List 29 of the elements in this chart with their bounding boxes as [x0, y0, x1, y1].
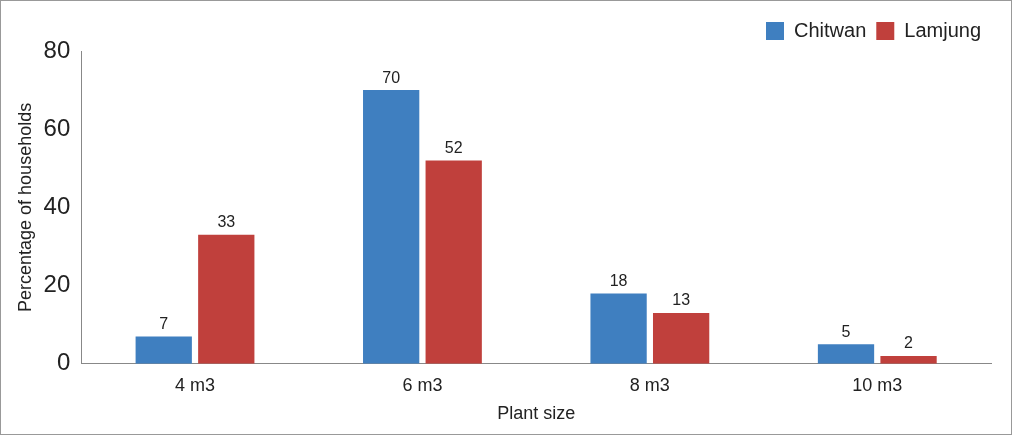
x-tick-label: 10 m3 [852, 374, 903, 395]
bar [198, 234, 255, 364]
y-tick-label: 80 [43, 35, 71, 63]
data-label: 52 [444, 138, 463, 156]
y-tick-label: 20 [43, 270, 71, 298]
bar [135, 336, 192, 364]
bar [590, 293, 647, 364]
legend-label: Chitwan [794, 18, 867, 41]
data-label: 13 [672, 291, 691, 309]
x-axis-title: Plant size [497, 403, 576, 424]
data-label: 7 [159, 314, 169, 332]
data-label: 33 [217, 213, 236, 231]
y-tick-label: 60 [43, 113, 71, 141]
legend-label: Lamjung [904, 18, 981, 41]
bar [880, 355, 937, 364]
x-tick-label: 8 m3 [629, 374, 670, 395]
data-label: 2 [904, 334, 914, 352]
bar [817, 344, 875, 364]
data-label: 5 [841, 322, 851, 340]
x-tick-label: 6 m3 [402, 374, 443, 395]
bar [652, 312, 710, 364]
data-label: 18 [609, 271, 628, 289]
data-label: 70 [382, 68, 401, 86]
y-tick-label: 0 [56, 348, 71, 376]
bar [425, 160, 482, 364]
x-tick-label: 4 m3 [174, 374, 216, 395]
y-tick-label: 40 [43, 192, 71, 220]
bar [363, 90, 420, 364]
y-axis-title: Percentage of households [14, 102, 35, 312]
